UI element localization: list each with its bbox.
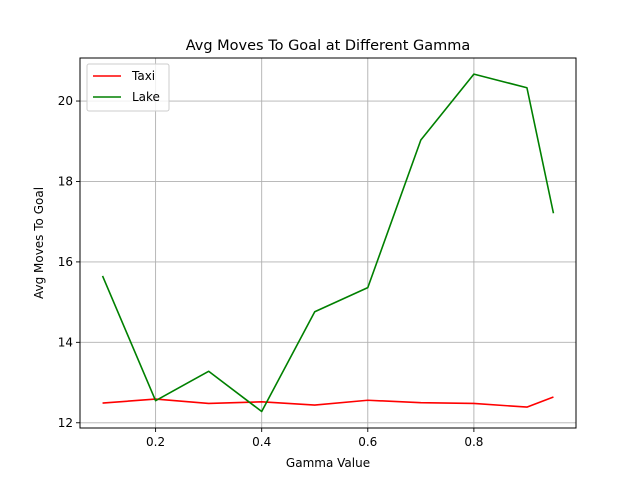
x-tick-label: 0.4: [252, 435, 271, 449]
plot-frame: [79, 57, 577, 429]
y-axis-label: Avg Moves To Goal: [32, 187, 46, 299]
axis-ticks: 0.2 0.4 0.6 0.8 12 14 16 18 20: [58, 94, 484, 449]
x-axis-label: Gamma Value: [286, 456, 370, 470]
series-line-taxi: [102, 396, 554, 408]
x-tick-label: 0.6: [358, 435, 377, 449]
y-tick-label: 12: [58, 416, 73, 430]
grid: [80, 58, 576, 428]
x-tick-label: 0.8: [464, 435, 483, 449]
y-tick-label: 14: [58, 335, 73, 349]
x-tick-label: 0.2: [146, 435, 165, 449]
chart-title: Avg Moves To Goal at Different Gamma: [186, 38, 471, 54]
legend: Taxi Lake: [86, 63, 170, 112]
y-tick-label: 18: [58, 174, 73, 188]
legend-label-taxi: Taxi: [131, 69, 155, 83]
series-line-lake: [101, 73, 555, 413]
y-tick-label: 20: [58, 94, 73, 108]
y-tick-label: 16: [58, 255, 73, 269]
legend-label-lake: Lake: [132, 90, 160, 104]
series-lines: [101, 73, 555, 413]
